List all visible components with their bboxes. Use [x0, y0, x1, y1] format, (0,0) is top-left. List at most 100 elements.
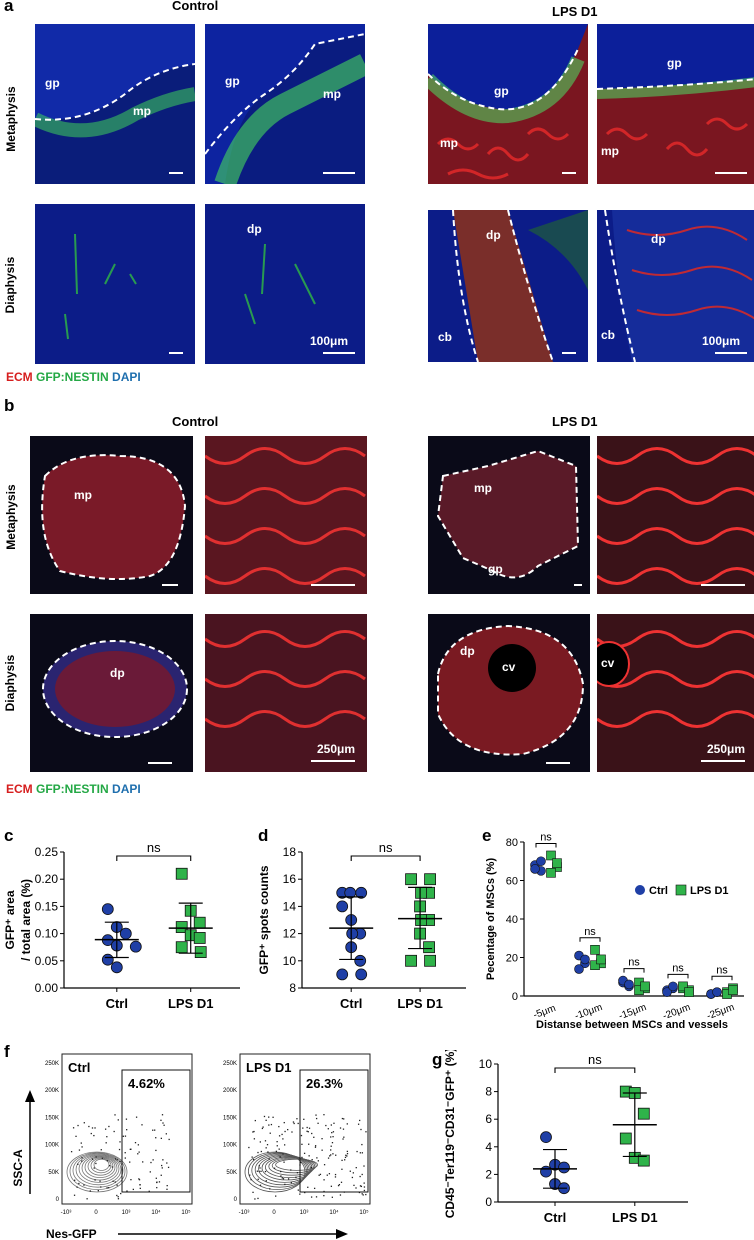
tag-mp: mp: [440, 136, 458, 150]
data-point: [684, 987, 694, 997]
density-contour: [275, 1158, 319, 1171]
event-dot: [323, 1194, 325, 1197]
event-dot: [249, 1174, 251, 1176]
y-tick-label: 0: [512, 991, 518, 1003]
density-contour: [81, 1155, 118, 1181]
flow-x-tick-label: 10⁴: [151, 1209, 161, 1216]
event-dot: [265, 1147, 267, 1149]
legend-ecm: ECM: [6, 782, 33, 796]
micrograph-b-control-meta-2: [205, 436, 367, 594]
event-dot: [150, 1161, 152, 1164]
y-tick-label: 8: [485, 1085, 492, 1099]
data-point: [540, 1131, 552, 1144]
event-dot: [311, 1132, 313, 1135]
data-point: [530, 864, 540, 874]
y-tick-label: 4: [485, 1140, 492, 1154]
event-dot: [346, 1152, 349, 1155]
event-dot: [279, 1156, 281, 1158]
flow-x-tick-label: 10⁴: [329, 1209, 339, 1216]
density-contour: [251, 1153, 309, 1188]
event-dot: [81, 1146, 83, 1148]
event-dot: [257, 1197, 259, 1200]
event-dot: [105, 1142, 107, 1144]
chart-e: 020406080-5μmns-10μmns-15μmns-20μmns-25μ…: [485, 831, 744, 1030]
flow-y-tick-label: 150K: [223, 1115, 237, 1121]
event-dot: [310, 1196, 313, 1198]
legend-gfp: GFP:NESTIN: [36, 370, 109, 384]
micrograph-a-control-meta-2: gp mp: [205, 24, 365, 184]
event-dot: [139, 1184, 141, 1186]
event-dot: [266, 1144, 269, 1146]
scale-bar-label: 100μm: [310, 334, 349, 348]
y-tick-label: 0.25: [35, 845, 59, 859]
event-dot: [93, 1134, 95, 1137]
event-dot: [114, 1181, 116, 1183]
data-point: [405, 954, 417, 967]
event-dot: [303, 1152, 306, 1155]
y-axis-arrowhead: [25, 1090, 35, 1102]
tag-dp: dp: [110, 666, 125, 680]
event-dot: [343, 1118, 345, 1120]
event-dot: [341, 1159, 343, 1162]
event-dot: [330, 1136, 332, 1138]
event-dot: [304, 1191, 306, 1194]
scale-bar: [323, 172, 355, 174]
event-dot: [283, 1144, 286, 1146]
tag-cb: cb: [438, 330, 453, 344]
data-point: [640, 981, 650, 992]
data-point: [424, 954, 436, 967]
event-dot: [117, 1198, 120, 1200]
scale-bar: [562, 352, 576, 354]
legend-marker-lps: [675, 884, 687, 896]
event-dot: [282, 1178, 285, 1180]
event-dot: [265, 1180, 267, 1182]
event-dot: [330, 1185, 333, 1187]
data-point: [728, 985, 738, 996]
event-dot: [359, 1185, 362, 1187]
data-point: [580, 954, 590, 965]
event-dot: [161, 1114, 164, 1116]
event-dot: [330, 1154, 332, 1156]
micrograph-a-lps-dia-2: dp cb 100μm: [597, 210, 754, 362]
flow-y-tick-label: 250K: [223, 1061, 237, 1067]
data-point: [119, 927, 132, 940]
event-dot: [273, 1167, 276, 1169]
event-dot: [81, 1157, 83, 1159]
x-axis-label: Distanse between MSCs and vessels: [536, 1019, 728, 1030]
event-dot: [313, 1187, 316, 1190]
event-dot: [134, 1141, 137, 1144]
event-dot: [340, 1181, 343, 1183]
density-contour: [264, 1156, 314, 1178]
micrograph-b-control-dia-2: 250μm: [205, 614, 367, 772]
data-point: [637, 1154, 650, 1167]
event-dot: [317, 1160, 319, 1162]
scale-bar: [715, 352, 747, 354]
data-point: [193, 916, 206, 929]
y-tick-label: 60: [506, 876, 518, 888]
legend-marker-ctrl: [635, 885, 645, 895]
event-dot: [70, 1151, 73, 1153]
panel-a-control-title: Control: [172, 0, 219, 13]
event-dot: [269, 1188, 271, 1190]
y-tick-label: 2: [485, 1167, 492, 1181]
micrograph-a-lps-meta-1: gp mp: [428, 24, 588, 184]
event-dot: [325, 1124, 327, 1127]
event-dot: [281, 1177, 283, 1179]
event-dot: [339, 1194, 342, 1196]
tag-dp: dp: [247, 222, 262, 236]
event-dot: [100, 1149, 102, 1151]
event-dot: [259, 1141, 261, 1143]
event-dot: [253, 1138, 256, 1140]
event-dot: [83, 1184, 85, 1186]
flow-y-tick-label: 200K: [45, 1088, 59, 1094]
density-contour: [75, 1154, 122, 1186]
x-tick-label: LPS D1: [168, 996, 214, 1011]
event-dot: [268, 1116, 270, 1118]
event-dot: [270, 1123, 273, 1126]
event-dot: [89, 1190, 91, 1192]
data-point: [590, 945, 600, 955]
event-dot: [332, 1136, 334, 1138]
event-dot: [331, 1131, 333, 1134]
event-dot: [323, 1164, 326, 1166]
event-dot: [359, 1119, 361, 1122]
